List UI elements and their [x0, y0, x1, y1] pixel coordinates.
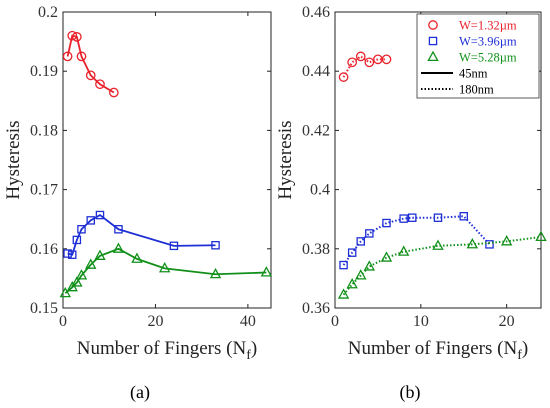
- x-axis-label-a: Number of Fingers (Nf): [77, 338, 257, 363]
- series-line-a-red: [66, 34, 115, 94]
- data-point-b-green-7: [466, 238, 479, 249]
- data-point-b-blue-7: [433, 213, 443, 222]
- data-point-b-green-5: [397, 245, 410, 256]
- data-point-b-red-5: [381, 54, 392, 65]
- y-tick-label-b-2: 0.4: [310, 182, 330, 199]
- data-point-a-blue-0: [63, 249, 72, 258]
- data-point-a-red-0: [62, 51, 73, 62]
- data-point-b-green-3: [363, 260, 376, 271]
- data-point-b-blue-8: [459, 211, 468, 221]
- data-point-a-green-7: [131, 252, 143, 263]
- data-point-b-blue-2: [356, 237, 365, 246]
- y-tick-label-b-3: 0.42: [302, 122, 330, 139]
- legend-marker-2: [427, 50, 439, 62]
- data-point-a-blue-2: [72, 235, 82, 245]
- y-tick-label-b-5: 0.46: [302, 4, 330, 21]
- data-point-b-red-1: [347, 57, 358, 68]
- chart-panel-b: 0 10 20 0.36 0.38 0.4 0.42 0.44 0.46 Number of Fi…: [275, 4, 547, 363]
- data-point-a-blue-8: [211, 240, 220, 250]
- data-point-a-green-9: [209, 267, 222, 279]
- data-point-a-green-8: [158, 261, 171, 273]
- plot-frame-b: [334, 11, 542, 309]
- y-tick-label-a-0: 0.15: [30, 300, 58, 317]
- x-tick-label-b-1: 10: [413, 313, 429, 330]
- x-tick-label-b-2: 20: [499, 313, 515, 330]
- data-point-a-blue-3: [77, 225, 86, 234]
- data-point-b-blue-3: [365, 229, 374, 238]
- series-line-a-blue: [67, 213, 216, 256]
- y-tick-label-b-4: 0.44: [302, 63, 330, 80]
- legend-label-3: 45nm: [459, 67, 488, 81]
- panel-b-label: (b): [400, 382, 421, 403]
- data-point-a-red-4: [85, 70, 96, 81]
- y-tick-label-a-5: 0.2: [38, 4, 58, 21]
- data-point-b-blue-6: [407, 213, 417, 222]
- legend-marker-0: [428, 20, 438, 30]
- chart-panel-a: 0 20 40 0.15 0.16 0.17 0.18 0.19 0.2 Number of Fi…: [3, 4, 273, 363]
- data-point-a-red-3: [76, 51, 87, 62]
- y-tick-label-b-0: 0.36: [302, 300, 330, 317]
- y-tick-label-a-3: 0.18: [30, 122, 58, 139]
- data-point-b-green-2: [355, 269, 367, 280]
- series-line-b-blue: [342, 215, 491, 266]
- panel-a-label: (a): [130, 382, 150, 403]
- data-point-a-green-10: [260, 266, 273, 277]
- legend-box: [416, 13, 540, 99]
- data-point-b-green-8: [500, 235, 513, 246]
- data-point-a-green-4: [85, 258, 97, 269]
- data-point-b-blue-0: [339, 260, 348, 270]
- data-point-b-green-0: [337, 288, 350, 299]
- data-point-b-blue-4: [382, 218, 391, 228]
- legend-marker-1: [428, 36, 438, 46]
- x-tick-label-a-2: 40: [240, 313, 256, 330]
- data-point-b-green-9: [535, 230, 547, 242]
- y-tick-label-a-4: 0.19: [30, 63, 58, 80]
- series-line-a-green: [64, 247, 267, 294]
- legend-label-2: W=5.28µm: [459, 51, 517, 65]
- data-point-a-green-0: [59, 286, 72, 298]
- data-point-b-green-1: [346, 277, 358, 289]
- data-point-a-red-5: [95, 79, 105, 90]
- y-axis-label-a: Hysteresis: [3, 120, 24, 199]
- data-point-b-red-2: [355, 51, 366, 62]
- data-point-b-red-0: [338, 72, 349, 82]
- data-point-a-red-6: [108, 87, 119, 98]
- x-tick-label-b-0: 0: [331, 313, 339, 330]
- data-point-b-blue-1: [347, 248, 357, 257]
- data-point-a-blue-1: [67, 250, 77, 259]
- y-tick-label-a-1: 0.16: [30, 241, 58, 258]
- data-point-a-green-2: [71, 276, 83, 287]
- data-point-a-blue-6: [114, 225, 123, 234]
- legend-label-4: 180nm: [459, 83, 494, 97]
- plot-frame-a: [62, 11, 272, 309]
- legend-label-1: W=3.96µm: [459, 35, 517, 49]
- data-point-a-red-1: [67, 30, 78, 41]
- data-point-a-green-3: [75, 269, 88, 280]
- data-point-a-green-6: [112, 242, 125, 253]
- series-line-b-red: [342, 55, 387, 78]
- data-point-a-blue-5: [95, 210, 105, 220]
- data-point-b-blue-9: [485, 240, 494, 249]
- legend: W=1.32µm W=3.96µm W=5.28µm 45nm 180nm: [416, 13, 540, 99]
- y-tick-label-b-1: 0.38: [302, 241, 330, 258]
- data-point-a-blue-7: [169, 241, 179, 251]
- data-point-b-red-3: [364, 57, 375, 68]
- x-tick-label-a-1: 20: [147, 313, 163, 330]
- y-axis-label-b: Hysteresis: [275, 120, 296, 199]
- data-point-b-green-4: [380, 251, 393, 262]
- data-point-a-red-2: [72, 32, 82, 42]
- x-axis-label-b: Number of Fingers (Nf): [348, 338, 528, 363]
- y-tick-label-a-2: 0.17: [30, 182, 58, 199]
- data-point-a-blue-4: [86, 216, 95, 225]
- series-line-b-green: [342, 235, 542, 296]
- legend-label-0: W=1.32µm: [459, 19, 517, 33]
- data-point-a-green-5: [94, 249, 106, 260]
- data-point-b-blue-5: [399, 214, 408, 223]
- data-point-b-green-6: [432, 239, 444, 250]
- x-tick-label-a-0: 0: [59, 313, 67, 330]
